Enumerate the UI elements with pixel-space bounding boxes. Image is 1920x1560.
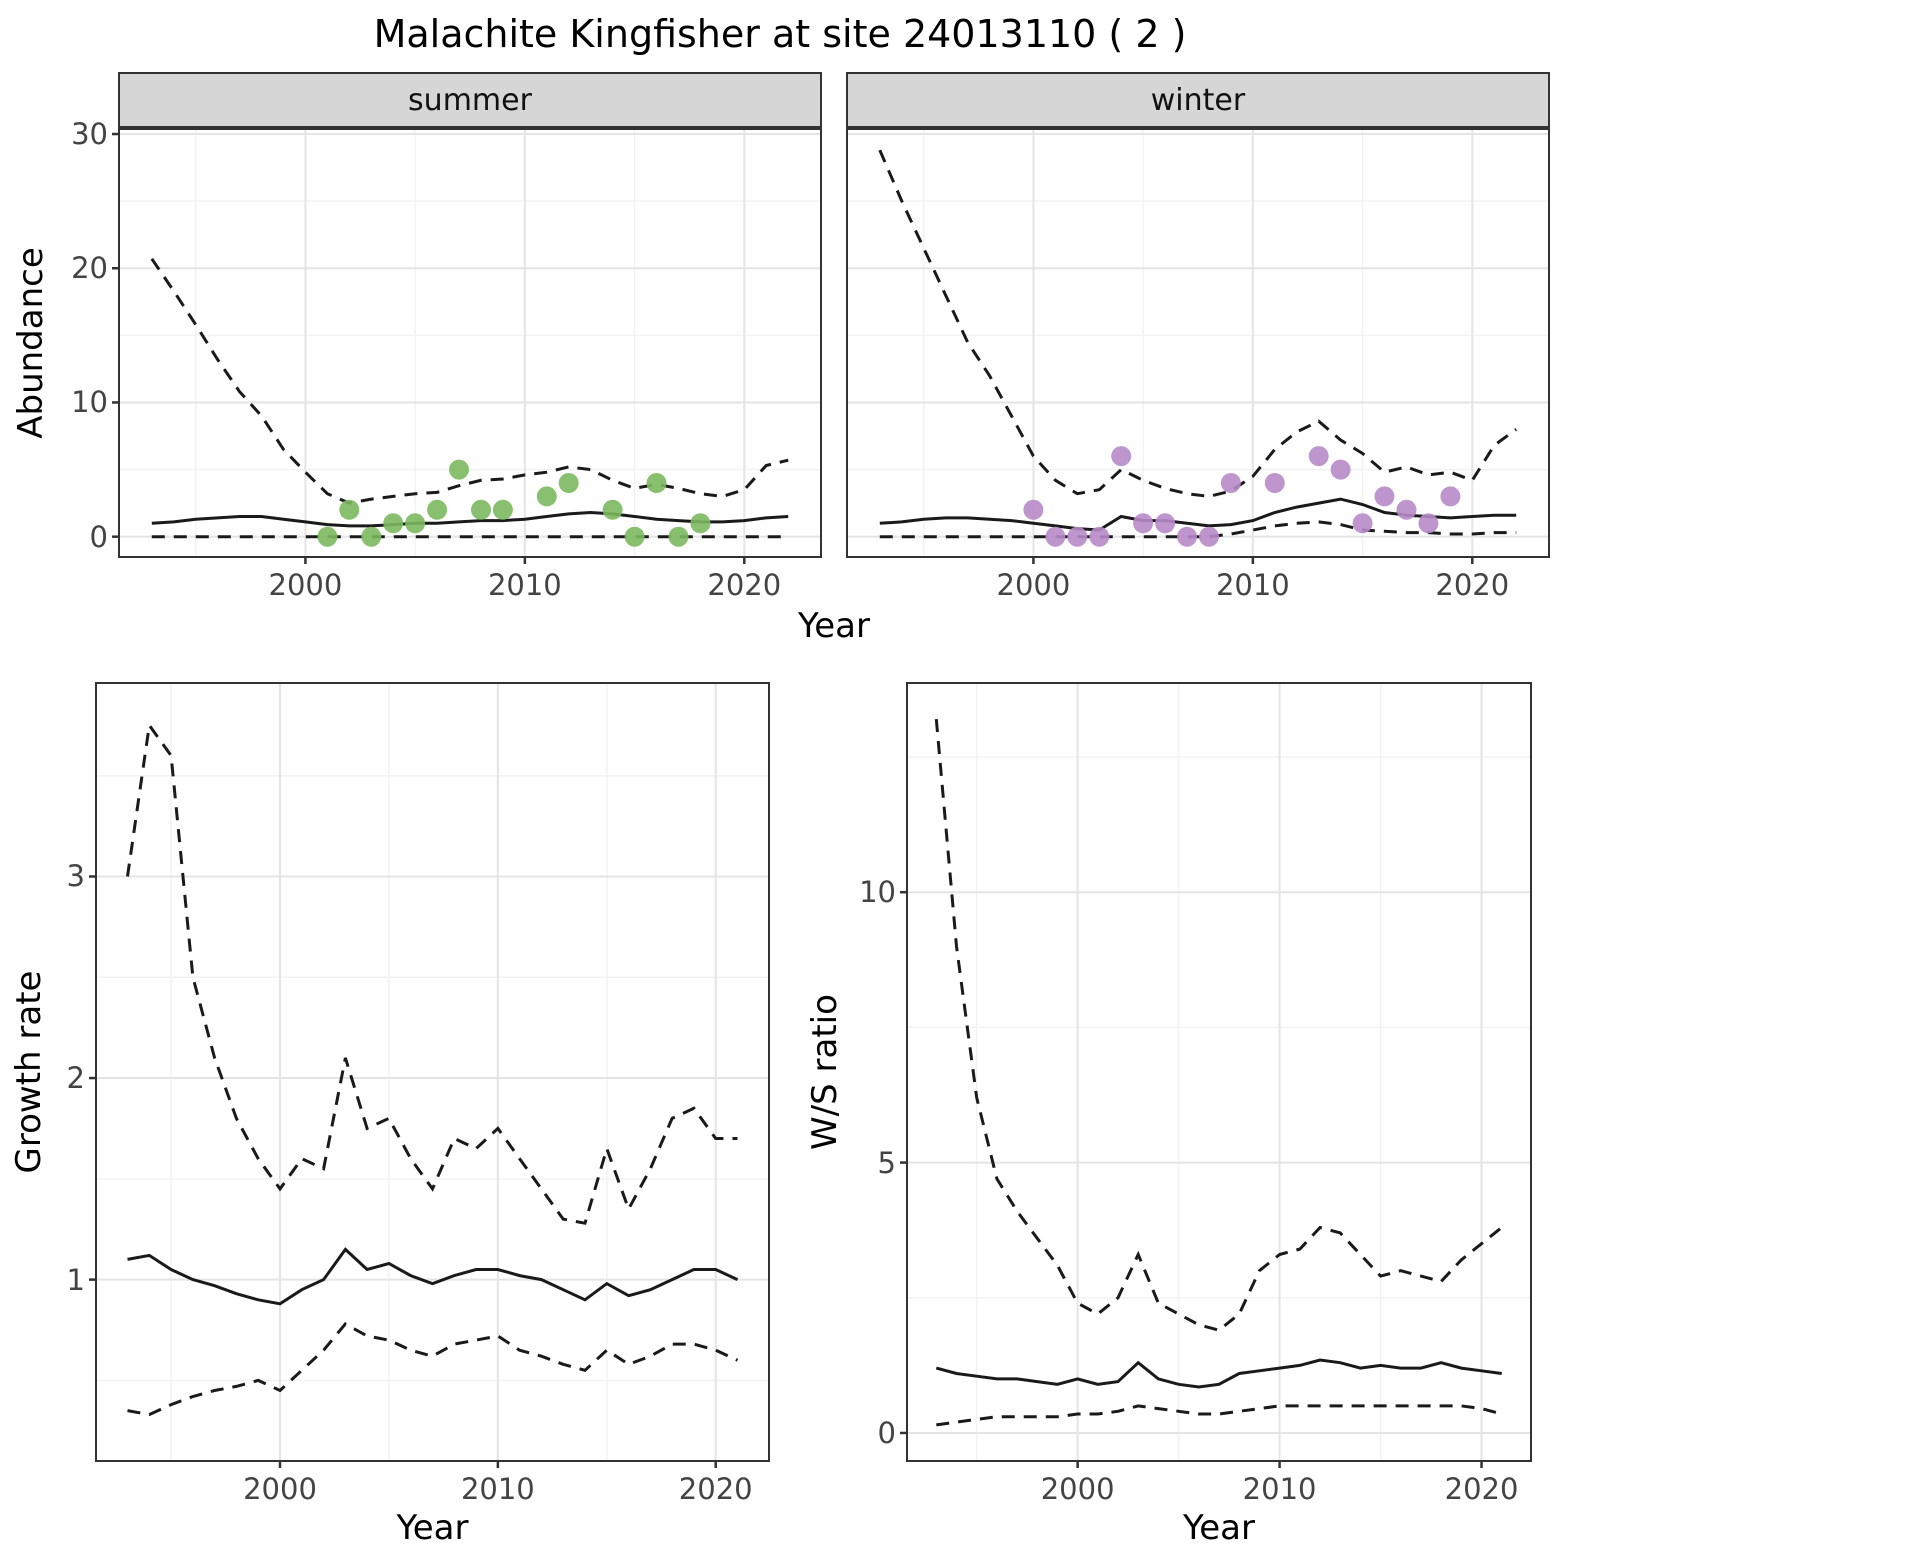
data-point-observed-counts [646,473,667,493]
series-upper-ci [126,721,738,1225]
ws-ratio-xaxis-label: Year [1183,1508,1255,1548]
data-point-observed-counts [427,499,448,520]
y-tick-label: 20 [71,251,108,286]
series-mean [127,1247,739,1306]
data-point-observed-counts [383,513,404,534]
plot-area-growth-rate [89,684,768,1468]
data-point-observed-counts [405,513,426,534]
y-tick-label: 30 [71,117,108,152]
y-tick-label: 5 [877,1145,896,1180]
plot-area-ws-ratio [900,684,1530,1468]
chart-abundance-summer [112,128,822,564]
data-point-observed-counts [690,513,711,534]
top-xaxis-label: Year [798,606,870,646]
series-upper-ci [150,257,789,505]
chart-abundance-winter [846,128,1550,564]
x-tick-label: 2000 [996,568,1071,602]
y-tick-label: 0 [877,1415,896,1450]
x-tick-label: 2020 [1444,1472,1519,1506]
data-point-observed-counts [1264,473,1285,493]
data-point-observed-counts [1440,486,1461,507]
y-tick-label: 10 [859,875,896,910]
data-point-observed-counts [602,499,623,520]
data-point-observed-counts [1111,446,1132,467]
data-point-observed-counts [361,526,382,547]
data-point-observed-counts [1177,526,1197,547]
x-tick-label: 2020 [1435,568,1510,602]
data-point-observed-counts [471,499,491,520]
data-point-observed-counts [1374,486,1395,507]
series-upper-ci [878,149,1518,498]
data-point-observed-counts [624,526,645,547]
x-tick-label: 2000 [1040,1472,1115,1506]
x-tick-label: 2010 [487,568,562,602]
x-tick-label: 2000 [243,1472,317,1506]
data-point-observed-counts [558,473,579,493]
data-point-observed-counts [1352,513,1373,534]
plot-area-abundance-winter [848,130,1548,564]
x-tick-label: 2010 [1215,568,1290,602]
series-mean [151,510,789,528]
data-point-observed-counts [1330,459,1351,480]
y-tick-label: 3 [66,859,85,894]
data-point-observed-counts [1418,513,1439,534]
x-tick-label: 2010 [1242,1472,1317,1506]
series-upper-ci [934,718,1503,1332]
data-point-observed-counts [536,486,557,507]
series-lower-ci [936,1404,1503,1427]
plot-area-abundance-summer [112,130,820,564]
data-point-observed-counts [1220,473,1241,493]
data-point-observed-counts [339,499,360,520]
data-point-observed-counts [1199,526,1219,547]
x-tick-label: 2000 [268,568,343,602]
series-lower-ci [127,1321,739,1417]
data-point-observed-counts [1089,526,1110,547]
y-tick-label: 2 [66,1061,85,1096]
data-point-observed-counts [1023,499,1044,520]
series-mean [935,1358,1502,1389]
facet-strip-winter: winter [846,72,1550,128]
series-lower-ci [879,520,1517,539]
y-tick-label: 10 [71,385,108,420]
data-point-observed-counts [1396,499,1417,520]
data-point-observed-counts [1308,446,1329,467]
data-point-observed-counts [317,526,338,547]
data-point-observed-counts [449,459,469,480]
facet-strip-summer-label: summer [408,82,532,118]
abundance-axis-label: Abundance [11,247,51,439]
y-tick-label: 1 [66,1262,85,1297]
page-title: Malachite Kingfisher at site 24013110 ( … [373,12,1187,56]
x-tick-label: 2020 [678,1472,753,1506]
facet-strip-winter-label: winter [1150,82,1246,118]
x-tick-label: 2020 [707,568,782,602]
chart-ws-ratio [900,682,1532,1468]
x-tick-label: 2010 [460,1472,535,1506]
data-point-observed-counts [1155,513,1176,534]
facet-strip-summer: summer [118,72,822,128]
data-point-observed-counts [1067,526,1088,547]
data-point-observed-counts [668,526,689,547]
y-tick-label: 0 [89,519,108,554]
growth-rate-xaxis-label: Year [396,1508,469,1548]
data-point-observed-counts [492,499,513,520]
data-point-observed-counts [1133,513,1154,534]
chart-growth-rate [89,682,770,1468]
data-point-observed-counts [1045,526,1066,547]
